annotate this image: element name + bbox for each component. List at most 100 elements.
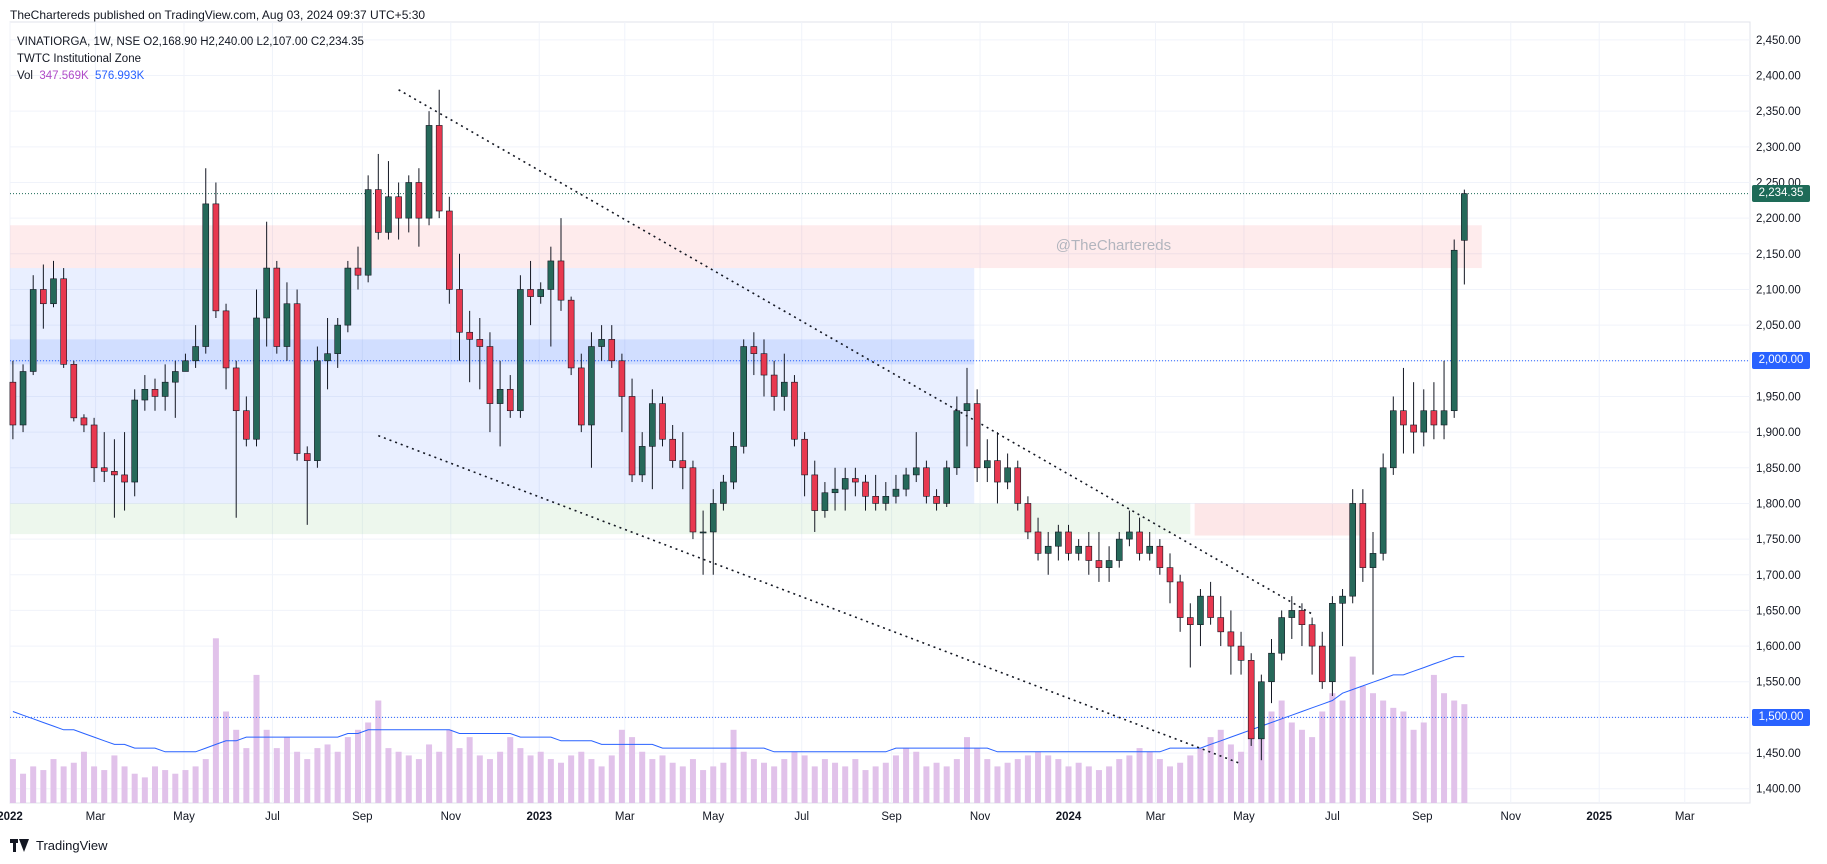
candle-body [425, 125, 433, 219]
candle-body [70, 364, 78, 419]
volume-bar [1187, 755, 1194, 803]
candle-body [750, 346, 758, 354]
volume-bar [1319, 711, 1326, 803]
supply-zone-red [10, 225, 1482, 269]
candle-body [780, 381, 788, 397]
volume-bar [1390, 707, 1397, 803]
volume-bar [1146, 751, 1153, 803]
candle-body [791, 381, 798, 440]
x-tick-label: Jul [265, 811, 280, 823]
volume-bar [679, 766, 686, 803]
candle-body [669, 438, 676, 461]
candle-body [841, 478, 849, 490]
volume-bar [273, 748, 280, 803]
candle-body [232, 367, 240, 412]
candle-body [243, 410, 250, 440]
candle-body [689, 467, 697, 533]
candle-body [1227, 631, 1235, 647]
y-tick-label: 2,450.00 [1756, 35, 1801, 47]
candle-body [90, 424, 98, 469]
volume-bar [243, 748, 250, 803]
candle-body [699, 531, 707, 534]
candle-body [994, 460, 1001, 483]
candle-body [608, 339, 616, 362]
volume-bar [1238, 751, 1245, 803]
candle-body [1400, 410, 1407, 426]
volume-bar [355, 729, 361, 803]
candle-body [1318, 645, 1326, 683]
candle-body [709, 503, 717, 533]
candle-body [1034, 531, 1042, 554]
volume-bar [334, 751, 341, 803]
candle-body [182, 360, 189, 372]
volume-bar [1177, 762, 1184, 803]
volume-bar [1156, 759, 1163, 803]
volume-bar [1339, 700, 1346, 803]
volume-bar [517, 748, 524, 803]
volume-bar [405, 755, 412, 803]
volume-bar [263, 729, 270, 803]
volume-bar [324, 744, 331, 803]
candle-body [100, 467, 108, 472]
y-tick-label: 1,950.00 [1756, 391, 1801, 403]
volume-bar [385, 748, 392, 803]
volume-bar [375, 700, 382, 803]
volume-bar [141, 777, 148, 803]
volume-bar [182, 770, 189, 803]
y-tick-label: 1,900.00 [1756, 427, 1801, 439]
candle-body [1450, 249, 1458, 412]
candle-body [811, 474, 819, 511]
supply-zone-small [1194, 503, 1360, 536]
last-price-tag: 2,234.35 [1752, 185, 1810, 203]
volume-bar [578, 751, 585, 803]
candle-body [263, 267, 270, 319]
volume-bar [923, 766, 930, 803]
volume-bar [750, 759, 757, 803]
volume-bar [1004, 762, 1011, 803]
candle-body [882, 496, 890, 504]
volume-bar [1441, 693, 1448, 803]
candle-body [1379, 467, 1387, 554]
candle-body [1075, 545, 1082, 554]
candle-body [29, 289, 37, 372]
volume-bar [152, 766, 158, 803]
volume-bar [862, 770, 869, 803]
candle-body [527, 289, 534, 297]
candle-body [1105, 560, 1113, 568]
tradingview-footer[interactable]: TradingView [10, 838, 108, 853]
volume-bar [527, 755, 534, 803]
volume-bar [1136, 748, 1143, 803]
candle-body [314, 360, 321, 461]
volume-bar [659, 755, 666, 803]
candle-body [1461, 193, 1468, 241]
volume-bar [507, 737, 514, 803]
volume-bar [842, 766, 849, 803]
candle-body [1369, 553, 1377, 568]
candle-body [506, 389, 514, 412]
volume-bar [1126, 755, 1133, 803]
candle-body [344, 267, 352, 326]
volume-bar [50, 759, 57, 803]
candle-body [80, 417, 88, 426]
volume-bar [852, 759, 859, 803]
volume-bar [882, 762, 889, 803]
volume-bar [456, 748, 463, 803]
volume-bar [1035, 751, 1042, 803]
candle-body [821, 492, 829, 511]
volume-ma-value: 576.993K [95, 70, 145, 82]
y-tick-label: 1,400.00 [1756, 784, 1801, 796]
candle-body [456, 289, 463, 333]
volume-bar [568, 755, 575, 803]
candle-body [730, 446, 737, 483]
volume-bar [1430, 674, 1437, 803]
indicator-name: TWTC Institutional Zone [17, 53, 141, 65]
candle-body [628, 396, 636, 476]
candle-body [1440, 410, 1448, 426]
candle-body [496, 389, 504, 404]
candle-body [141, 389, 149, 401]
volume-bar [344, 737, 351, 803]
volume-bar [1106, 766, 1113, 803]
candle-body [385, 196, 392, 233]
candle-body [831, 488, 839, 494]
